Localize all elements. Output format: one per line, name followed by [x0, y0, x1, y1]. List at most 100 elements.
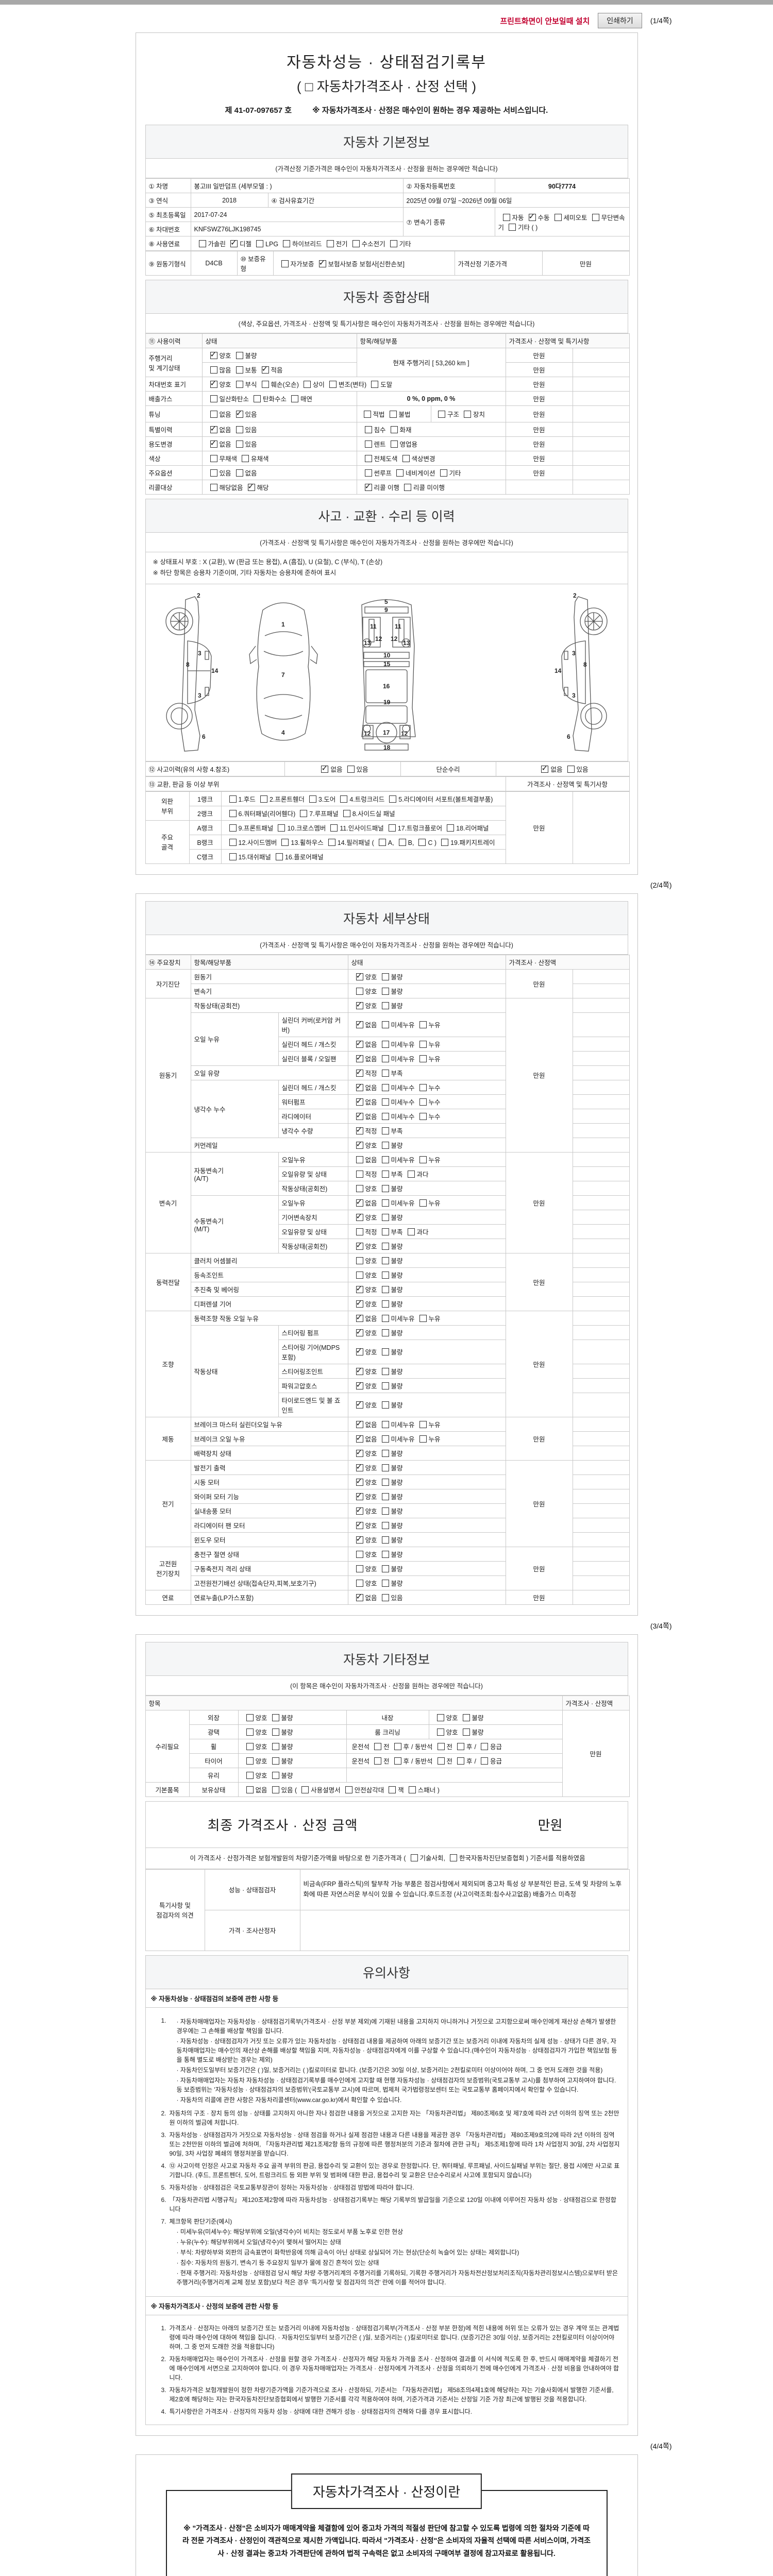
checkbox[interactable]: [481, 1757, 489, 1765]
checkbox[interactable]: [272, 1786, 279, 1793]
checkbox[interactable]: [381, 1242, 389, 1250]
checkbox[interactable]: [381, 1420, 389, 1428]
checkbox[interactable]: [419, 1314, 427, 1322]
checkbox[interactable]: [419, 1112, 427, 1120]
checkbox[interactable]: [407, 1170, 415, 1178]
checkbox[interactable]: [330, 824, 338, 832]
checkbox[interactable]: [381, 1367, 389, 1375]
checkbox[interactable]: [464, 411, 472, 418]
checkbox[interactable]: [352, 240, 360, 247]
checkbox[interactable]: [356, 1228, 363, 1235]
checkbox[interactable]: [418, 838, 426, 846]
checkbox[interactable]: [356, 1284, 363, 1293]
checkbox[interactable]: [390, 440, 398, 448]
checkbox[interactable]: [356, 1491, 363, 1500]
checkbox[interactable]: [371, 381, 379, 388]
checkbox[interactable]: [381, 1184, 389, 1192]
checkbox[interactable]: [356, 1399, 363, 1409]
checkbox[interactable]: [229, 838, 237, 846]
checkbox[interactable]: [356, 1082, 363, 1091]
checkbox[interactable]: [356, 1140, 363, 1149]
checkbox[interactable]: [291, 395, 299, 402]
checkbox[interactable]: [528, 212, 536, 221]
checkbox[interactable]: [592, 213, 599, 221]
checkbox[interactable]: [230, 238, 238, 247]
checkbox[interactable]: [381, 1213, 389, 1221]
checkbox[interactable]: [236, 409, 243, 418]
checkbox[interactable]: [457, 1742, 465, 1750]
checkbox[interactable]: [381, 1594, 389, 1601]
checkbox[interactable]: [236, 440, 243, 448]
checkbox[interactable]: [394, 1742, 401, 1750]
checkbox[interactable]: [303, 381, 311, 388]
checkbox[interactable]: [356, 1534, 363, 1544]
checkbox[interactable]: [440, 469, 447, 477]
checkbox[interactable]: [481, 1742, 489, 1750]
checkbox[interactable]: [419, 1040, 427, 1048]
checkbox[interactable]: [356, 1053, 363, 1062]
checkbox[interactable]: [356, 1170, 363, 1178]
checkbox[interactable]: [356, 1298, 363, 1308]
checkbox[interactable]: [438, 411, 445, 418]
checkbox[interactable]: [356, 1579, 363, 1587]
checkbox[interactable]: [328, 838, 335, 846]
checkbox[interactable]: [364, 469, 372, 477]
checkbox[interactable]: [283, 240, 291, 247]
checkbox[interactable]: [246, 1757, 254, 1765]
checkbox[interactable]: [364, 426, 372, 433]
checkbox[interactable]: [229, 853, 237, 860]
checkbox[interactable]: [381, 1435, 389, 1443]
checkbox[interactable]: [364, 455, 372, 462]
checkbox[interactable]: [441, 838, 449, 846]
checkbox[interactable]: [229, 824, 237, 832]
checkbox[interactable]: [236, 426, 243, 433]
checkbox[interactable]: [246, 1786, 254, 1793]
checkbox[interactable]: [374, 1757, 382, 1765]
checkbox[interactable]: [356, 1313, 363, 1322]
checkbox[interactable]: [407, 1228, 415, 1235]
checkbox[interactable]: [381, 1579, 389, 1587]
checkbox[interactable]: [356, 1197, 363, 1207]
checkbox[interactable]: [381, 1098, 389, 1106]
checkbox[interactable]: [301, 1786, 309, 1793]
checkbox[interactable]: [210, 455, 217, 462]
checkbox[interactable]: [381, 1536, 389, 1544]
checkbox[interactable]: [356, 1505, 363, 1515]
checkbox[interactable]: [381, 1507, 389, 1515]
checkbox[interactable]: [356, 1592, 363, 1601]
checkbox[interactable]: [356, 1241, 363, 1250]
checkbox[interactable]: [381, 1170, 389, 1178]
checkbox[interactable]: [272, 1742, 279, 1750]
checkbox[interactable]: [356, 1019, 363, 1028]
checkbox[interactable]: [381, 1493, 389, 1500]
checkbox[interactable]: [300, 809, 308, 817]
checkbox[interactable]: [419, 1435, 427, 1443]
checkbox[interactable]: [457, 1757, 465, 1765]
checkbox[interactable]: [210, 438, 217, 448]
checkbox[interactable]: [419, 1098, 427, 1106]
checkbox[interactable]: [281, 838, 289, 846]
checkbox[interactable]: [381, 1464, 389, 1471]
checkbox[interactable]: [236, 469, 243, 477]
checkbox[interactable]: [437, 1757, 445, 1765]
checkbox[interactable]: [210, 424, 217, 433]
checkbox[interactable]: [381, 1257, 389, 1264]
checkbox[interactable]: [390, 240, 397, 247]
checkbox[interactable]: [462, 1728, 470, 1736]
checkbox[interactable]: [389, 411, 397, 418]
checkbox[interactable]: [381, 987, 389, 995]
checkbox[interactable]: [567, 765, 575, 773]
checkbox[interactable]: [436, 1728, 444, 1736]
checkbox[interactable]: [254, 395, 261, 402]
checkbox[interactable]: [246, 1742, 254, 1750]
checkbox[interactable]: [326, 240, 334, 247]
checkbox[interactable]: [256, 240, 264, 247]
checkbox[interactable]: [229, 795, 237, 803]
checkbox[interactable]: [381, 1156, 389, 1163]
checkbox[interactable]: [356, 1380, 363, 1389]
checkbox[interactable]: [554, 213, 562, 221]
checkbox[interactable]: [229, 809, 237, 817]
checkbox[interactable]: [275, 853, 283, 860]
checkbox[interactable]: [381, 1083, 389, 1091]
checkbox[interactable]: [381, 1478, 389, 1486]
